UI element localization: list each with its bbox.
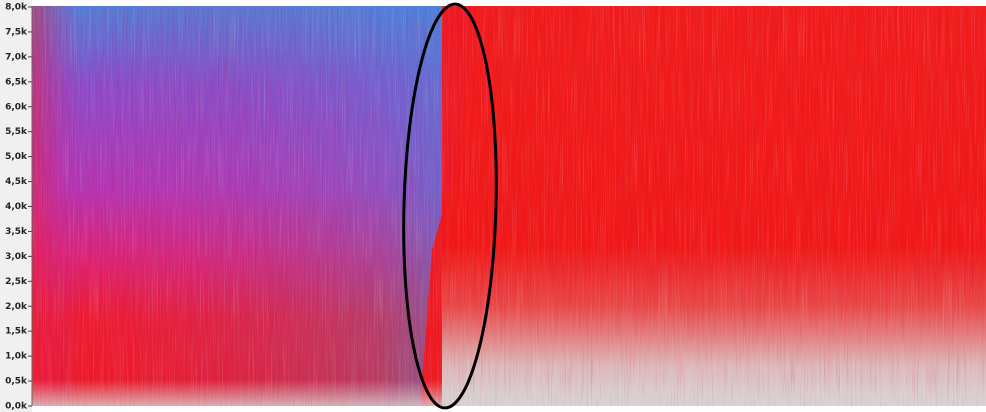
y-tick-label: 0,5k [5, 377, 28, 387]
spectrogram-view: 0,0k 0,5k 1,0k 1,5k 2,0k 2,5k 3,0k 3,5k 4,0k 4,5k… [0, 0, 986, 412]
y-tick-label: 2,5k [5, 277, 28, 287]
y-tick-label: 1,5k [5, 327, 28, 337]
y-tick-label: 1,0k [5, 352, 28, 362]
y-tick-label: 3,0k [5, 252, 28, 262]
y-tick-label: 6,5k [5, 77, 28, 87]
y-tick-label: 7,0k [5, 52, 28, 62]
y-tick-label: 0,0k [5, 402, 28, 412]
y-tick-label: 6,0k [5, 102, 28, 112]
y-tick-label: 2,0k [5, 302, 28, 312]
y-tick-label: 5,0k [5, 152, 28, 162]
y-tick-label: 4,0k [5, 202, 28, 212]
spectrogram-image [32, 6, 986, 406]
y-tick-label: 8,0k [5, 3, 28, 13]
y-tick-label: 4,5k [5, 177, 28, 187]
y-tick-label: 3,5k [5, 227, 28, 237]
y-tick-label: 7,5k [5, 27, 28, 37]
y-tick-label: 5,5k [5, 127, 28, 137]
